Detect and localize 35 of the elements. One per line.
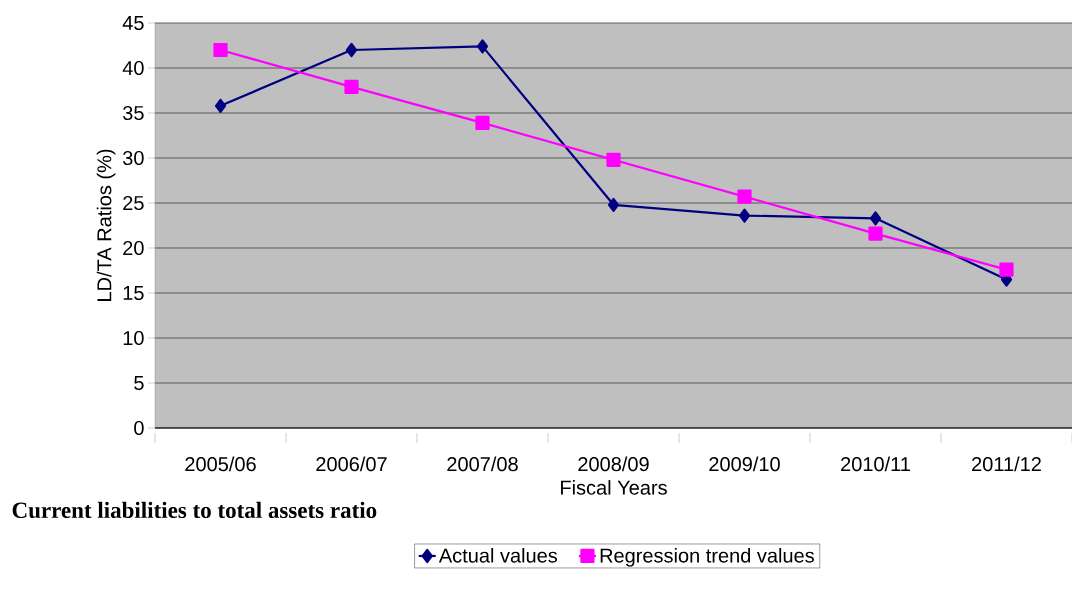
x-tick-label: 2010/11 — [841, 456, 910, 472]
y-tick-label: 25 — [123, 195, 144, 211]
x-tick-label: 2011/12 — [972, 456, 1041, 472]
point — [607, 197, 620, 212]
point — [738, 208, 751, 223]
point — [737, 189, 752, 204]
point — [345, 42, 358, 58]
point — [344, 79, 359, 94]
point — [868, 226, 883, 241]
y-tick-label: 30 — [123, 150, 144, 166]
text: Current liabilities to total assets ratio — [12, 501, 377, 519]
x-tick-label: 2006/07 — [316, 456, 387, 472]
point — [606, 152, 621, 167]
y-tick-label: 10 — [123, 330, 144, 346]
y-tick-label: 40 — [122, 60, 144, 76]
y-tick-label: 15 — [123, 286, 144, 300]
y-tick-label: 5 — [134, 376, 144, 390]
point — [476, 39, 489, 54]
x-tick-label: 2009/10 — [709, 456, 780, 472]
point — [213, 42, 228, 58]
y-tick-label: 20 — [123, 240, 144, 256]
point — [214, 98, 227, 113]
y-axis-title: LD/TA Ratios (%) — [96, 149, 116, 301]
point — [869, 211, 882, 226]
x-axis-title: Fiscal Years — [561, 480, 667, 495]
legend-label: Regression trend values — [600, 547, 814, 567]
y-tick-label: 0 — [134, 420, 144, 436]
point — [475, 115, 490, 130]
x-tick-label: 2008/09 — [578, 456, 649, 472]
y-tick-label: 35 — [123, 105, 144, 121]
legend-label: Actual values — [438, 547, 558, 563]
x-tick-label: 2005/06 — [185, 456, 256, 472]
point — [999, 262, 1014, 277]
y-tick-label: 45 — [122, 16, 144, 30]
x-tick-label: 2007/08 — [447, 456, 518, 472]
